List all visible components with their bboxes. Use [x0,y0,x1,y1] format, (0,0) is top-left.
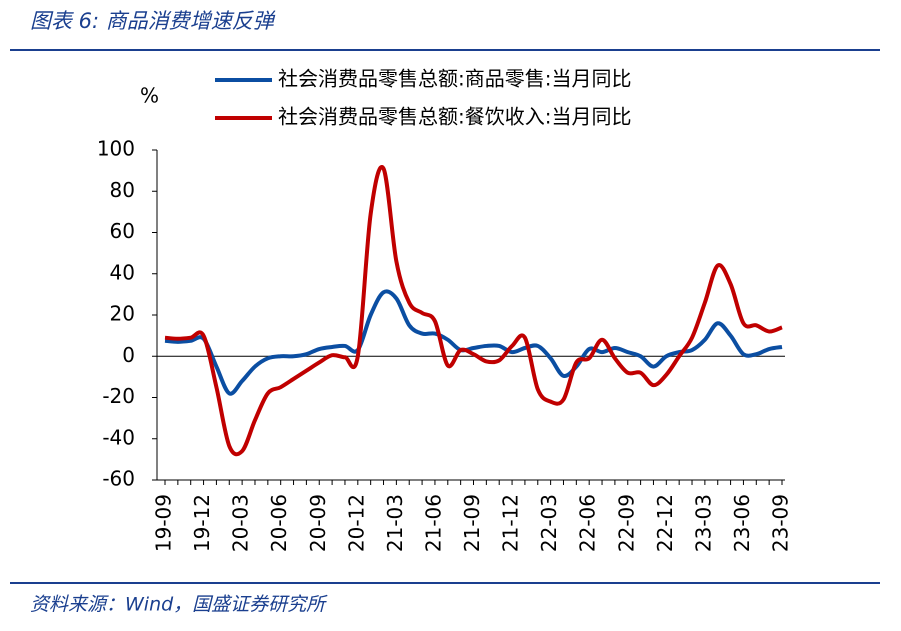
x-tick-label: 21-09 [460,494,484,552]
legend-label: 社会消费品零售总额:商品零售:当月同比 [278,67,631,91]
y-tick-label: 60 [110,219,135,243]
y-tick-label: 40 [110,260,135,284]
y-tick-label: 20 [110,302,135,326]
x-tick-label: 19-12 [190,494,214,552]
y-tick-label: -20 [102,384,135,408]
y-axis-label: % [140,84,159,108]
x-tick-label: 19-09 [152,494,176,552]
x-tick-label: 22-09 [614,494,638,552]
x-tick-label: 22-12 [653,494,677,552]
x-tick-label: 20-09 [306,494,330,552]
x-tick-label: 20-12 [344,494,368,552]
y-tick-label: 0 [122,343,135,367]
y-tick-label: -40 [102,425,135,449]
x-tick-label: 23-06 [730,494,754,552]
x-tick-label: 21-12 [499,494,523,552]
x-tick-label: 22-06 [576,494,600,552]
x-tick-label: 20-03 [229,494,253,552]
line-series [164,289,783,396]
legend-label: 社会消费品零售总额:餐饮收入:当月同比 [278,105,631,129]
line-series [164,164,783,457]
y-tick-label: 100 [97,137,135,161]
y-tick-label: -60 [102,467,135,491]
x-tick-label: 23-09 [769,494,793,552]
x-tick-label: 20-06 [267,494,291,552]
x-tick-label: 22-03 [537,494,561,552]
y-tick-label: 80 [110,178,135,202]
chart-title: 图表 6: 商品消费增速反弹 [30,9,276,33]
source: 资料来源：Wind，国盛证券研究所 [30,594,328,616]
x-tick-label: 21-06 [421,494,445,552]
x-tick-label: 21-03 [383,494,407,552]
x-tick-label: 23-03 [691,494,715,552]
